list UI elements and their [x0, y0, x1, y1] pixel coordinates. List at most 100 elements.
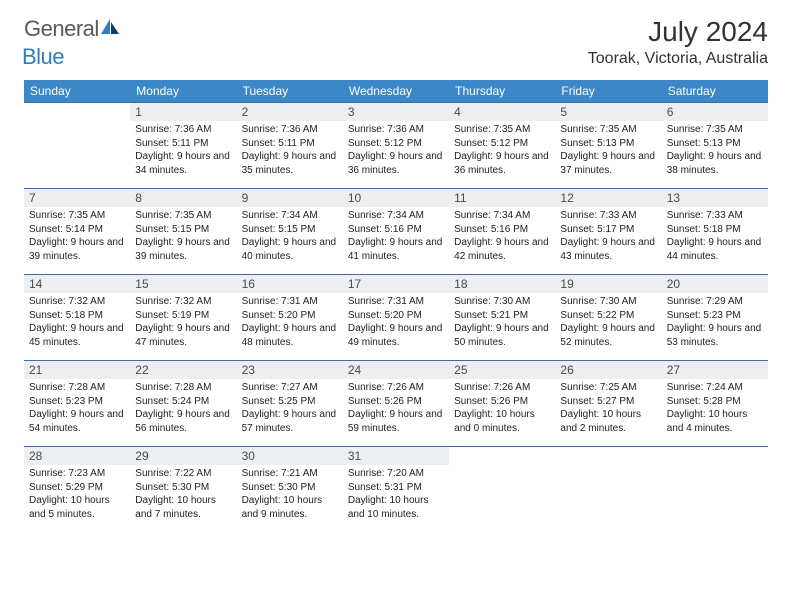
day-body: Sunrise: 7:32 AMSunset: 5:19 PMDaylight:… — [130, 293, 236, 353]
sunset-text: Sunset: 5:29 PM — [29, 481, 125, 495]
day-number: 5 — [555, 103, 661, 121]
daylight-text: Daylight: 9 hours and 44 minutes. — [667, 236, 763, 263]
calendar-cell: 7Sunrise: 7:35 AMSunset: 5:14 PMDaylight… — [24, 188, 130, 274]
calendar-cell: 26Sunrise: 7:25 AMSunset: 5:27 PMDayligh… — [555, 360, 661, 446]
calendar-cell: 31 Sunrise: 7:20 AMSunset: 5:31 PMDayligh… — [343, 446, 449, 532]
daylight-text: Daylight: 9 hours and 52 minutes. — [560, 322, 656, 349]
calendar-cell: 15Sunrise: 7:32 AMSunset: 5:19 PMDayligh… — [130, 274, 236, 360]
day-number: 29 — [130, 447, 236, 465]
weekday-header: Saturday — [662, 80, 768, 102]
title-block: July 2024 Toorak, Victoria, Australia — [588, 16, 768, 68]
sunset-text: Sunset: 5:15 PM — [135, 223, 231, 237]
calendar-cell: 8Sunrise: 7:35 AMSunset: 5:15 PMDaylight… — [130, 188, 236, 274]
daylight-text: Daylight: 9 hours and 47 minutes. — [135, 322, 231, 349]
sunrise-text: Sunrise: 7:26 AM — [454, 381, 550, 395]
calendar-cell: 10Sunrise: 7:34 AMSunset: 5:16 PMDayligh… — [343, 188, 449, 274]
daylight-text: Daylight: 9 hours and 36 minutes. — [454, 150, 550, 177]
daylight-text: Daylight: 9 hours and 53 minutes. — [667, 322, 763, 349]
day-body: Sunrise: 7:36 AMSunset: 5:11 PMDaylight:… — [237, 121, 343, 181]
daylight-text: Daylight: 10 hours and 4 minutes. — [667, 408, 763, 435]
day-number: 31 — [343, 447, 449, 465]
daylight-text: Daylight: 9 hours and 41 minutes. — [348, 236, 444, 263]
sunset-text: Sunset: 5:22 PM — [560, 309, 656, 323]
day-number: 1 — [130, 103, 236, 121]
day-number: 9 — [237, 189, 343, 207]
day-body: Sunrise: 7:33 AMSunset: 5:17 PMDaylight:… — [555, 207, 661, 267]
sunrise-text: Sunrise: 7:31 AM — [242, 295, 338, 309]
sunset-text: Sunset: 5:28 PM — [667, 395, 763, 409]
calendar-cell: 13Sunrise: 7:33 AMSunset: 5:18 PMDayligh… — [662, 188, 768, 274]
daylight-text: Daylight: 9 hours and 54 minutes. — [29, 408, 125, 435]
weekday-header: Tuesday — [237, 80, 343, 102]
day-body: Sunrise: 7:24 AMSunset: 5:28 PMDaylight:… — [662, 379, 768, 439]
day-body: Sunrise: 7:35 AMSunset: 5:12 PMDaylight:… — [449, 121, 555, 181]
day-number: 6 — [662, 103, 768, 121]
sunset-text: Sunset: 5:30 PM — [242, 481, 338, 495]
sunset-text: Sunset: 5:18 PM — [667, 223, 763, 237]
sunrise-text: Sunrise: 7:22 AM — [135, 467, 231, 481]
daylight-text: Daylight: 9 hours and 38 minutes. — [667, 150, 763, 177]
day-body: Sunrise: 7:29 AMSunset: 5:23 PMDaylight:… — [662, 293, 768, 353]
sunset-text: Sunset: 5:15 PM — [242, 223, 338, 237]
sunrise-text: Sunrise: 7:36 AM — [242, 123, 338, 137]
calendar-cell: 4Sunrise: 7:35 AMSunset: 5:12 PMDaylight… — [449, 102, 555, 188]
sunset-text: Sunset: 5:21 PM — [454, 309, 550, 323]
day-body: Sunrise: 7:34 AMSunset: 5:16 PMDaylight:… — [343, 207, 449, 267]
sunrise-text: Sunrise: 7:26 AM — [348, 381, 444, 395]
sunrise-text: Sunrise: 7:24 AM — [667, 381, 763, 395]
calendar-cell: 5Sunrise: 7:35 AMSunset: 5:13 PMDaylight… — [555, 102, 661, 188]
logo: General — [24, 16, 121, 42]
day-number: 25 — [449, 361, 555, 379]
sunrise-text: Sunrise: 7:21 AM — [242, 467, 338, 481]
day-number: 7 — [24, 189, 130, 207]
calendar-cell: 2Sunrise: 7:36 AMSunset: 5:11 PMDaylight… — [237, 102, 343, 188]
day-body: Sunrise: 7:28 AMSunset: 5:23 PMDaylight:… — [24, 379, 130, 439]
day-body: Sunrise: 7:26 AMSunset: 5:26 PMDaylight:… — [449, 379, 555, 439]
calendar-cell: 14Sunrise: 7:32 AMSunset: 5:18 PMDayligh… — [24, 274, 130, 360]
calendar-cell: 11Sunrise: 7:34 AMSunset: 5:16 PMDayligh… — [449, 188, 555, 274]
day-number: 17 — [343, 275, 449, 293]
calendar-cell: 3Sunrise: 7:36 AMSunset: 5:12 PMDaylight… — [343, 102, 449, 188]
sunset-text: Sunset: 5:12 PM — [454, 137, 550, 151]
day-number: 15 — [130, 275, 236, 293]
calendar-grid: SundayMondayTuesdayWednesdayThursdayFrid… — [24, 80, 768, 532]
sunrise-text: Sunrise: 7:35 AM — [29, 209, 125, 223]
sunset-text: Sunset: 5:19 PM — [135, 309, 231, 323]
day-body: Sunrise: 7:36 AMSunset: 5:11 PMDaylight:… — [130, 121, 236, 181]
daylight-text: Daylight: 9 hours and 35 minutes. — [242, 150, 338, 177]
sunset-text: Sunset: 5:13 PM — [667, 137, 763, 151]
calendar-cell: 28Sunrise: 7:23 AMSunset: 5:29 PMDayligh… — [24, 446, 130, 532]
day-body: Sunrise: 7:22 AMSunset: 5:30 PMDaylight:… — [130, 465, 236, 525]
sunrise-text: Sunrise: 7:28 AM — [135, 381, 231, 395]
calendar-cell: 18Sunrise: 7:30 AMSunset: 5:21 PMDayligh… — [449, 274, 555, 360]
sunset-text: Sunset: 5:20 PM — [242, 309, 338, 323]
calendar-cell: 20Sunrise: 7:29 AMSunset: 5:23 PMDayligh… — [662, 274, 768, 360]
sunset-text: Sunset: 5:11 PM — [242, 137, 338, 151]
sunrise-text: Sunrise: 7:34 AM — [454, 209, 550, 223]
daylight-text: Daylight: 9 hours and 34 minutes. — [135, 150, 231, 177]
calendar-cell-blank — [555, 446, 661, 532]
daylight-text: Daylight: 10 hours and 5 minutes. — [29, 494, 125, 521]
day-number: 30 — [237, 447, 343, 465]
daylight-text: Daylight: 9 hours and 37 minutes. — [560, 150, 656, 177]
sunset-text: Sunset: 5:31 PM — [348, 481, 444, 495]
sunset-text: Sunset: 5:11 PM — [135, 137, 231, 151]
day-body: Sunrise: 7:31 AMSunset: 5:20 PMDaylight:… — [237, 293, 343, 353]
sunrise-text: Sunrise: 7:20 AM — [348, 467, 444, 481]
logo-text-general: General — [24, 16, 99, 42]
calendar-cell-blank — [24, 102, 130, 188]
calendar-cell: 17Sunrise: 7:31 AMSunset: 5:20 PMDayligh… — [343, 274, 449, 360]
sunset-text: Sunset: 5:26 PM — [348, 395, 444, 409]
daylight-text: Daylight: 9 hours and 43 minutes. — [560, 236, 656, 263]
daylight-text: Daylight: 9 hours and 39 minutes. — [135, 236, 231, 263]
daylight-text: Daylight: 10 hours and 10 minutes. — [348, 494, 444, 521]
logo-text-blue: Blue — [22, 44, 64, 69]
day-body: Sunrise: 7:35 AMSunset: 5:13 PMDaylight:… — [662, 121, 768, 181]
sunrise-text: Sunrise: 7:35 AM — [560, 123, 656, 137]
day-body: Sunrise: 7:21 AMSunset: 5:30 PMDaylight:… — [237, 465, 343, 525]
weekday-header: Friday — [555, 80, 661, 102]
sunrise-text: Sunrise: 7:32 AM — [29, 295, 125, 309]
daylight-text: Daylight: 9 hours and 59 minutes. — [348, 408, 444, 435]
day-body: Sunrise: 7:33 AMSunset: 5:18 PMDaylight:… — [662, 207, 768, 267]
daylight-text: Daylight: 9 hours and 40 minutes. — [242, 236, 338, 263]
